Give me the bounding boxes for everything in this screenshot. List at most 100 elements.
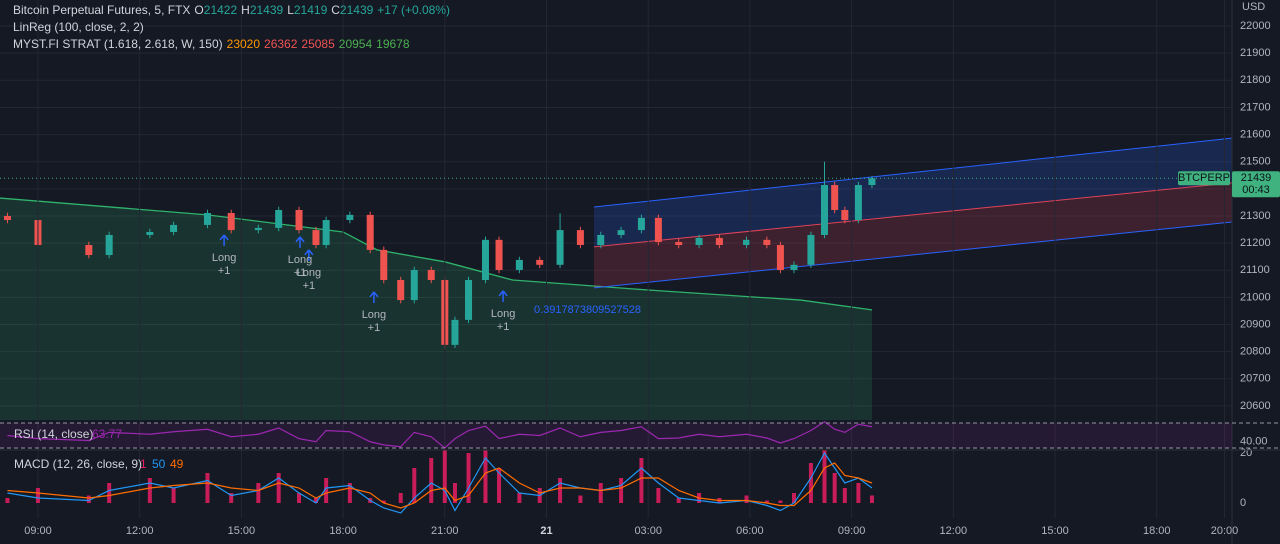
- macd-tick-label: 0: [1240, 497, 1246, 509]
- candle-body: [146, 231, 154, 235]
- y-tick-label: 20900: [1240, 318, 1271, 330]
- macd-histogram-bar: [744, 495, 749, 503]
- candle-body: [203, 212, 211, 225]
- y-tick-label: 20700: [1240, 373, 1271, 385]
- x-tick-label: 20:00: [1211, 525, 1239, 537]
- macd-histogram-bar: [429, 458, 434, 503]
- price-tag-value: 21439: [1241, 172, 1272, 184]
- macd-histogram-bar: [347, 483, 352, 503]
- macd-histogram-bar: [791, 493, 796, 503]
- macd-histogram-bar: [256, 483, 261, 503]
- macd-pane: [5, 450, 874, 514]
- y-tick-label: 21900: [1240, 47, 1271, 59]
- legend-row: Bitcoin Perpetual Futures, 5, FTX O21422 H…: [13, 2, 454, 19]
- macd-histogram-bar: [147, 478, 152, 503]
- candle-body: [85, 245, 93, 256]
- macd-histogram-bar: [313, 498, 318, 503]
- signal-label: Long: [212, 252, 236, 264]
- signal-qty: +1: [497, 321, 510, 333]
- x-tick-label: 12:00: [126, 525, 154, 537]
- macd-value: 49: [170, 457, 184, 471]
- candle-body: [790, 264, 798, 270]
- signal-label: Long: [297, 267, 321, 279]
- channel-upper: [593, 137, 1232, 208]
- candle-body: [597, 234, 605, 245]
- macd-histogram-bar: [764, 500, 769, 503]
- signal-label: Long: [491, 308, 515, 320]
- y-tick-label: 21700: [1240, 101, 1271, 113]
- macd-histogram-bar: [832, 473, 837, 503]
- x-tick-label: 18:00: [1143, 525, 1171, 537]
- legend: Bitcoin Perpetual Futures, 5, FTX O21422 H…: [13, 2, 454, 53]
- signal-arrow: [219, 234, 229, 246]
- candle-body: [695, 237, 703, 245]
- macd-histogram-bar: [35, 488, 40, 503]
- macd-histogram-bar: [171, 488, 176, 503]
- legend-row: LinReg (100, close, 2, 2): [13, 19, 454, 36]
- x-tick-label: 03:00: [634, 525, 662, 537]
- rsi-value: 63.77: [92, 427, 122, 441]
- candle-body: [410, 269, 418, 301]
- macd-histogram-bar: [808, 463, 813, 503]
- candle-body: [254, 227, 262, 231]
- candle-body: [841, 210, 849, 221]
- macd-histogram-bar: [398, 493, 403, 503]
- macd-histogram-bar: [483, 450, 488, 503]
- y-tick-label: 20600: [1240, 400, 1271, 412]
- candle-body: [763, 239, 771, 245]
- y-tick-label: 21100: [1240, 264, 1270, 276]
- candle-body: [576, 230, 584, 245]
- x-tick-label: 12:00: [940, 525, 968, 537]
- ohlc-value: 21419: [293, 3, 328, 17]
- macd-value: 1: [140, 457, 147, 471]
- y-tick-label: 21200: [1240, 237, 1271, 249]
- macd-histogram-bar: [578, 495, 583, 503]
- macd-histogram-bar: [324, 478, 329, 503]
- candle-body: [227, 212, 235, 231]
- macd-histogram-bar: [107, 483, 112, 503]
- pearson-label: 0.3917873809527528: [534, 304, 641, 316]
- candle-body: [346, 214, 354, 221]
- rsi-pane: [0, 421, 1232, 449]
- candle-body: [776, 245, 784, 270]
- candle-body: [275, 210, 283, 228]
- macd-histogram-bar: [558, 478, 563, 503]
- candle-body: [820, 185, 828, 235]
- candle-body: [366, 214, 374, 250]
- candle-body: [312, 230, 320, 245]
- symbol-tag-label: BTCPERP: [1178, 172, 1230, 184]
- symbol-tag: [1178, 171, 1230, 186]
- strat-value: 26362: [264, 37, 298, 51]
- y-tick-label: 21300: [1240, 210, 1271, 222]
- candle-body: [465, 280, 473, 320]
- strat-value: 25085: [301, 37, 335, 51]
- macd-histogram-bar: [842, 488, 847, 503]
- ohlc-key: O: [194, 3, 204, 17]
- linreg-label: LinReg (100, close, 2, 2): [13, 20, 144, 34]
- macd-histogram-bar: [676, 498, 681, 503]
- candle-body: [170, 224, 178, 232]
- symbol: Bitcoin Perpetual Futures, 5, FTX: [13, 3, 191, 17]
- x-tick-label: 15:00: [228, 525, 256, 537]
- candle-body: [451, 319, 459, 345]
- ohlc-value: 21439: [339, 3, 374, 17]
- macd-line: [7, 451, 873, 514]
- change: +17 (+0.08%): [377, 3, 451, 17]
- strat-value: 20954: [338, 37, 373, 51]
- x-tick-label: 21:00: [431, 525, 459, 537]
- candle-body: [515, 259, 523, 270]
- macd-histogram-bar: [86, 495, 91, 503]
- macd-histogram-bar: [778, 500, 783, 503]
- x-tick-label: 09:00: [24, 525, 52, 537]
- strat-label: MYST.FI STRAT (1.618, 2.618, W, 150): [13, 37, 223, 51]
- rsi-line: [7, 421, 873, 449]
- rsi-title: RSI (14, close): [14, 427, 93, 441]
- candle-body: [536, 259, 544, 265]
- channel-lower: [593, 221, 1232, 289]
- macd-histogram-bar: [412, 468, 417, 503]
- ohlc-value: 21422: [203, 3, 238, 17]
- candle-body: [105, 234, 113, 256]
- candle-body: [322, 220, 330, 245]
